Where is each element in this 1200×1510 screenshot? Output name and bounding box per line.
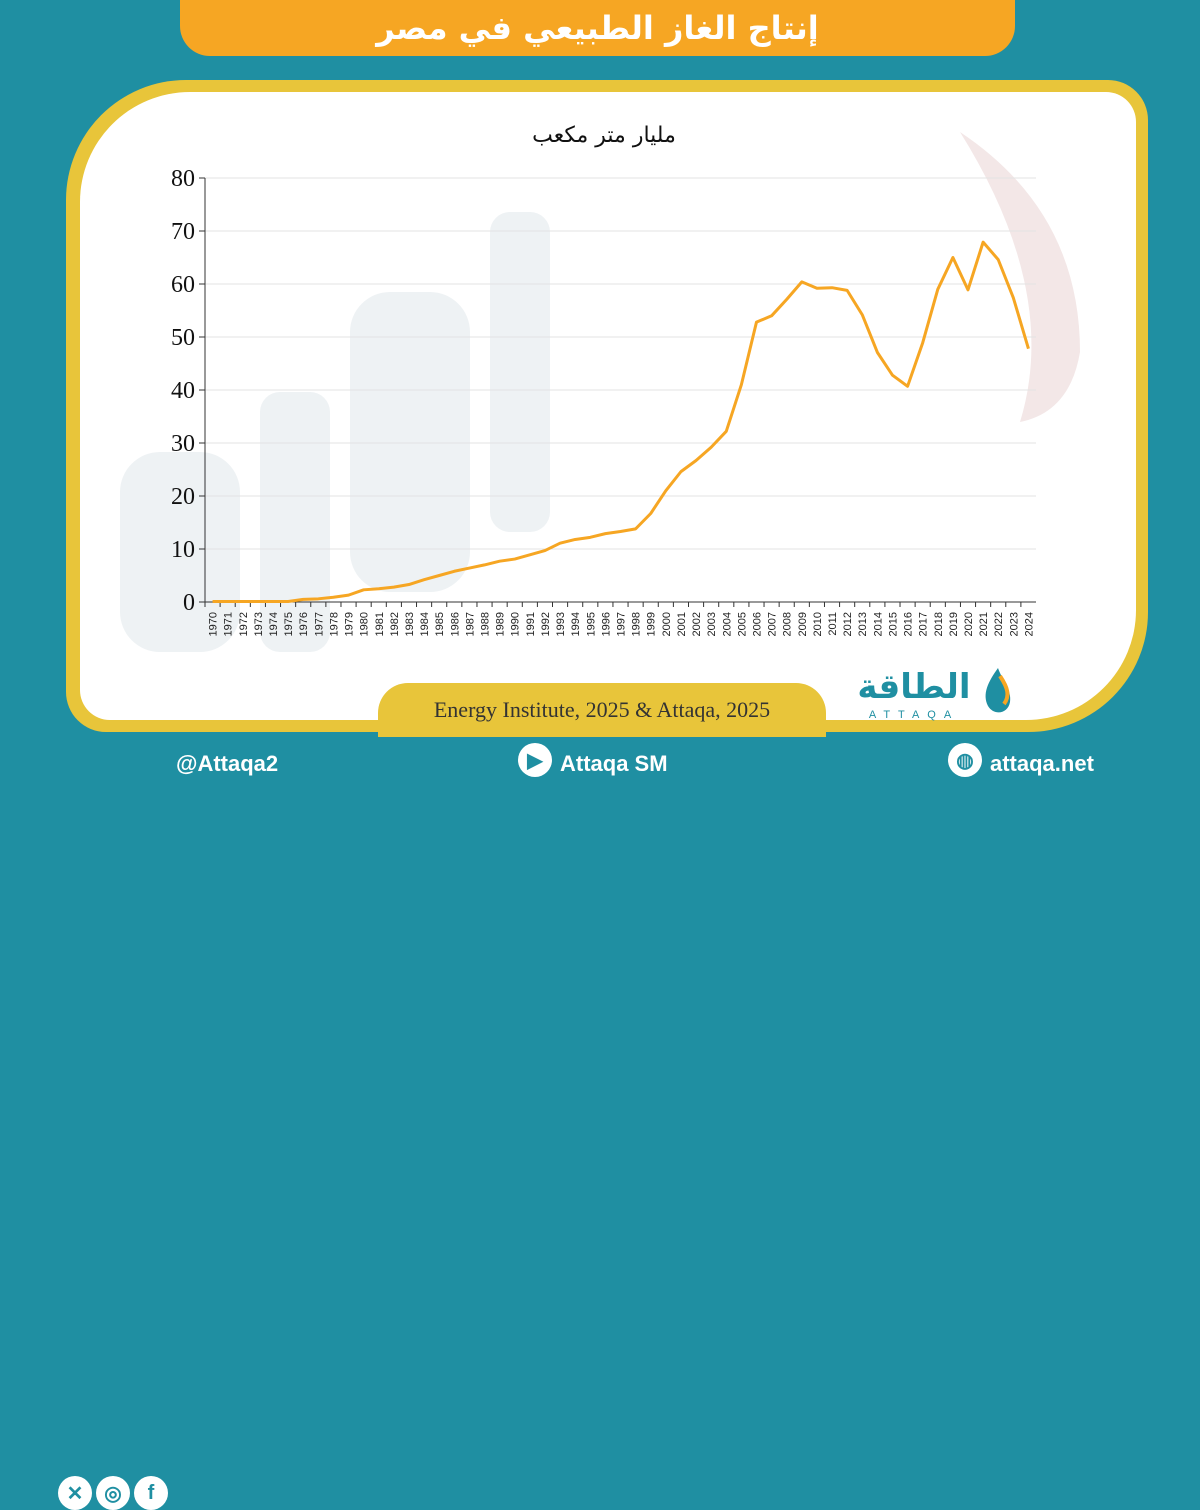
globe-icon[interactable]: ◍ bbox=[948, 743, 982, 777]
website-link[interactable]: attaqa.net bbox=[990, 751, 1094, 776]
logo-text: الطاقة bbox=[857, 667, 970, 707]
attaqa-logo: الطاقة ATTAQA bbox=[857, 667, 1011, 721]
x-tick-label: 1997 bbox=[616, 612, 628, 636]
y-tick-label: 80 bbox=[171, 166, 195, 192]
x-tick-label: 2008 bbox=[782, 612, 794, 636]
x-tick-label: 2001 bbox=[676, 612, 688, 636]
x-tick-label: 2015 bbox=[887, 612, 899, 636]
y-axis-label: مليار متر مكعب bbox=[532, 123, 676, 148]
x-tick-label: 2018 bbox=[933, 612, 945, 636]
x-tick-label: 1991 bbox=[525, 612, 537, 636]
source-text: Energy Institute, 2025 & Attaqa, 2025 bbox=[433, 697, 771, 722]
youtube-handle[interactable]: Attaqa SM bbox=[560, 751, 668, 776]
x-tick-label: 2004 bbox=[721, 612, 733, 636]
x-tick-label: 2010 bbox=[812, 612, 824, 636]
x-tick-label: 1987 bbox=[464, 612, 476, 636]
x-tick-label: 2006 bbox=[751, 612, 763, 636]
y-tick-label: 50 bbox=[171, 325, 195, 351]
facebook-icon[interactable]: f bbox=[134, 1476, 168, 1510]
youtube-icon[interactable]: ▶ bbox=[518, 743, 552, 777]
x-tick-label: 2000 bbox=[661, 612, 673, 636]
x-tick-label: 1973 bbox=[253, 612, 265, 636]
series-line bbox=[212, 240, 1030, 603]
x-tick-label: 2009 bbox=[797, 612, 809, 636]
x-tick-label: 1978 bbox=[328, 612, 340, 636]
x-tick-label: 1995 bbox=[585, 612, 597, 636]
x-tick-label: 2016 bbox=[903, 612, 915, 636]
x-tick-label: 1999 bbox=[646, 612, 658, 636]
x-tick-label: 1976 bbox=[298, 612, 310, 636]
x-tick-label: 1998 bbox=[631, 612, 643, 636]
x-tick-label: 2019 bbox=[948, 612, 960, 636]
source-bar: Energy Institute, 2025 & Attaqa, 2025 bbox=[378, 683, 826, 737]
x-tick-label: 1985 bbox=[434, 612, 446, 636]
x-tick-label: 1988 bbox=[480, 612, 492, 636]
x-tick-label: 1990 bbox=[510, 612, 522, 636]
x-tick-label: 1982 bbox=[389, 612, 401, 636]
x-tick-label: 2003 bbox=[706, 612, 718, 636]
y-tick-label: 40 bbox=[171, 378, 195, 404]
x-tick-label: 2020 bbox=[963, 612, 975, 636]
x-tick-label: 2022 bbox=[993, 612, 1005, 636]
page-title: إنتاج الغاز الطبيعي في مصر bbox=[180, 0, 1015, 56]
social-icons: ✕ ◎ f bbox=[58, 1476, 168, 1510]
logo-latin: ATTAQA bbox=[869, 709, 959, 721]
footer: ✕ ◎ f @Attaqa2 ▶ Attaqa SM ◍ attaqa.net bbox=[0, 735, 1200, 1510]
x-tick-label: 2013 bbox=[857, 612, 869, 636]
x-tick-label: 1994 bbox=[570, 612, 582, 636]
x-tick-label: 1993 bbox=[555, 612, 567, 636]
y-tick-label: 0 bbox=[183, 590, 195, 616]
x-icon[interactable]: ✕ bbox=[58, 1476, 92, 1510]
instagram-icon[interactable]: ◎ bbox=[96, 1476, 130, 1510]
x-tick-label: 2012 bbox=[842, 612, 854, 636]
x-tick-label: 2014 bbox=[872, 612, 884, 636]
chart-card: مليار متر مكعب 0 10 20 30 40 50 60 70 80 1970 197… bbox=[80, 92, 1136, 720]
x-tick-label: 1970 bbox=[208, 612, 220, 636]
x-tick-label: 1975 bbox=[283, 612, 295, 636]
y-tick-label: 60 bbox=[171, 272, 195, 298]
x-tick-label: 2005 bbox=[736, 612, 748, 636]
x-tick-label: 1981 bbox=[374, 612, 386, 636]
x-tick-label: 1979 bbox=[344, 612, 356, 636]
x-tick-label: 1977 bbox=[313, 612, 325, 636]
x-tick-label: 1971 bbox=[223, 612, 235, 636]
x-tick-label: 2024 bbox=[1023, 612, 1035, 636]
x-tick-label: 2002 bbox=[691, 612, 703, 636]
x-tick-label: 1986 bbox=[449, 612, 461, 636]
y-tick-label: 10 bbox=[171, 537, 195, 563]
x-tick-label: 2007 bbox=[767, 612, 779, 636]
x-tick-label: 2023 bbox=[1008, 612, 1020, 636]
x-tick-label: 1983 bbox=[404, 612, 416, 636]
social-handle[interactable]: @Attaqa2 bbox=[176, 751, 279, 776]
y-tick-label: 30 bbox=[171, 431, 195, 457]
x-tick-label: 1980 bbox=[359, 612, 371, 636]
x-tick-label: 2021 bbox=[978, 612, 990, 636]
x-tick-label: 2017 bbox=[918, 612, 930, 636]
x-tick-label: 1984 bbox=[419, 612, 431, 636]
x-tick-label: 1989 bbox=[495, 612, 507, 636]
x-tick-label: 1996 bbox=[600, 612, 612, 636]
x-tick-label: 2011 bbox=[827, 612, 839, 636]
y-tick-label: 70 bbox=[171, 219, 195, 245]
y-tick-label: 20 bbox=[171, 484, 195, 510]
x-tick-label: 1974 bbox=[268, 612, 280, 636]
x-tick-label: 1992 bbox=[540, 612, 552, 636]
x-tick-label: 1972 bbox=[238, 612, 250, 636]
